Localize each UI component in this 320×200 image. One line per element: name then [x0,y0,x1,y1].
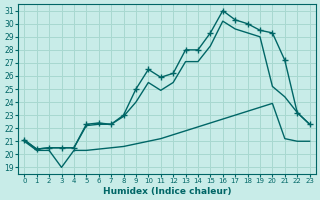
X-axis label: Humidex (Indice chaleur): Humidex (Indice chaleur) [103,187,231,196]
